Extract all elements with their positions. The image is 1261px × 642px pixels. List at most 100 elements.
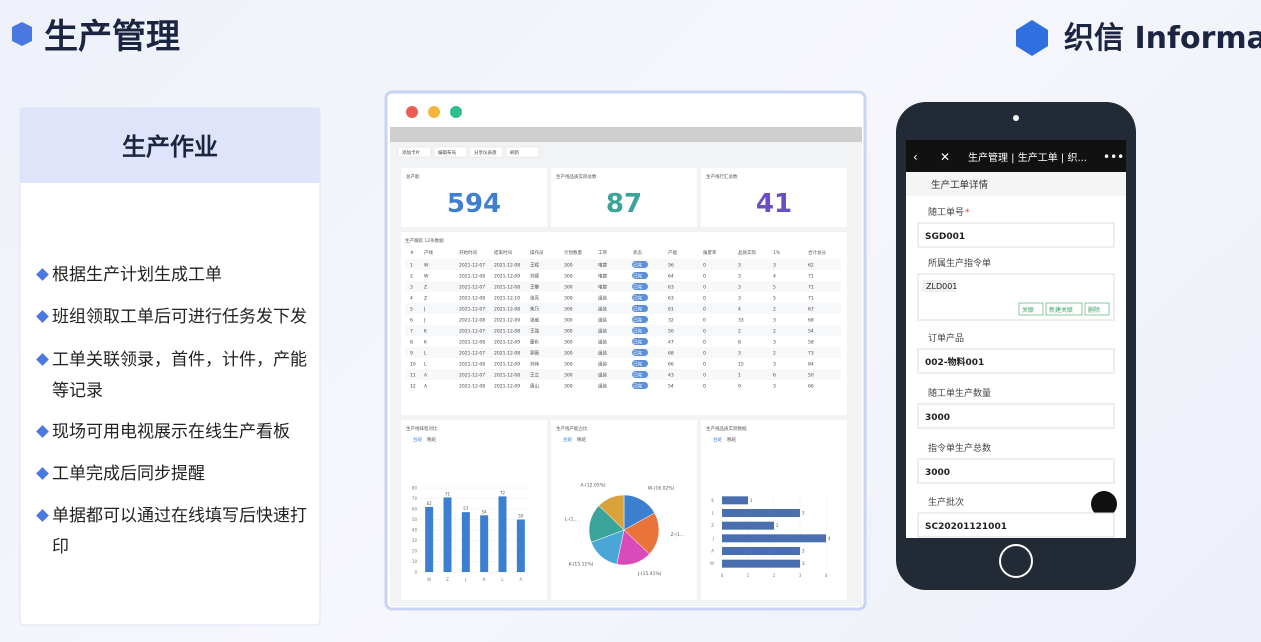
bar	[722, 559, 800, 568]
table-cell: 2021-12-07	[459, 351, 485, 357]
table-cell: 33	[738, 318, 744, 324]
feature-card-header	[20, 108, 320, 183]
table-row	[405, 281, 841, 292]
table-cell: 3	[738, 274, 741, 280]
table-cell: 2021-12-08	[494, 263, 520, 269]
table-cell: 3	[738, 285, 741, 291]
action-label: 新建关联	[1049, 306, 1073, 314]
table-cell: 3	[773, 362, 776, 368]
table-cell: 王强	[530, 329, 539, 335]
table-cell: 300	[564, 351, 573, 357]
chart-title: 生产线排程对比	[406, 425, 438, 432]
table-header: 产线	[424, 249, 433, 256]
table-header: 开始时间	[459, 249, 477, 256]
table-cell: 0	[703, 362, 706, 368]
data-label: 50	[518, 514, 524, 519]
table-cell: 47	[668, 340, 674, 346]
table-cell: 朱乃	[530, 306, 539, 313]
table-cell: 已完	[633, 383, 642, 390]
dot	[450, 106, 462, 118]
table-cell: 0	[703, 318, 706, 324]
data-label: 71	[445, 491, 451, 496]
table-cell: K	[424, 340, 428, 346]
feature-item: 班组领取工单后可进行任务发下发	[52, 307, 307, 327]
table-cell: 8	[410, 340, 413, 346]
status-pill	[632, 360, 648, 367]
feature-item: 现场可用电视展示在线生产看板	[52, 422, 290, 442]
table-cell: Z	[424, 285, 427, 291]
chart-title: 生产线品质实际数据	[706, 425, 747, 432]
toolbar-label: 分享仪表盘	[474, 149, 497, 156]
table-cell: 张威	[530, 317, 539, 324]
bar	[461, 512, 470, 572]
phone-navbar	[906, 140, 1126, 172]
status-pill	[632, 371, 648, 378]
table-cell: 5	[773, 285, 776, 291]
table-cell: 郭薇	[530, 350, 539, 357]
x-tick-label: L	[501, 577, 504, 582]
table-cell: 2021-12-07	[459, 263, 485, 269]
table-cell: 67	[808, 307, 814, 313]
field-label: 指令单生产总数	[928, 442, 991, 454]
table-cell: W	[424, 274, 429, 280]
close-icon: ✕	[940, 150, 950, 164]
bar	[722, 521, 774, 530]
table-cell: 12	[410, 384, 416, 390]
field-value: ZLD001	[926, 282, 957, 291]
status-pill	[632, 283, 648, 290]
x-tick-label: A	[519, 577, 522, 582]
table-cell: 0	[703, 274, 706, 280]
field-input	[917, 512, 1115, 538]
pie-label: J-(15.41%)	[637, 571, 662, 577]
stat-card	[701, 168, 847, 227]
table-cell: Z	[424, 296, 427, 302]
field-label: 随工单生产数量	[928, 387, 991, 399]
table-cell: 已完	[633, 273, 642, 280]
chat-button[interactable]	[1091, 491, 1117, 517]
table-header: 结束时间	[494, 249, 512, 256]
table-cell: 2021-12-09	[494, 340, 520, 346]
table-cell: 2021-12-08	[459, 384, 485, 390]
table-cell: 2021-12-08	[494, 351, 520, 357]
table-cell: 2	[738, 329, 741, 335]
table-cell: 2021-12-07	[459, 307, 485, 313]
table-cell: 11	[410, 373, 416, 379]
table-cell: 刘德	[530, 273, 539, 280]
table-cell: 电镀	[598, 284, 607, 291]
x-tick-label: 3	[799, 573, 802, 578]
data-label: 72	[500, 490, 506, 495]
table-row	[405, 369, 841, 380]
table-cell: L	[424, 362, 427, 368]
data-label: 62	[427, 501, 433, 506]
table-cell: 300	[564, 285, 573, 291]
page-title: 生产管理	[44, 17, 180, 57]
stat-label: 生产线品质实际总数	[556, 173, 597, 180]
table-cell: 0	[703, 285, 706, 291]
home-button	[999, 544, 1033, 578]
field-input	[917, 348, 1115, 374]
table-cell: 已完	[633, 317, 642, 324]
table-cell: 藤彩	[530, 339, 539, 346]
pie-slice	[598, 494, 625, 531]
bullet	[36, 310, 49, 323]
pie-label: W-(16.02%)	[648, 485, 675, 491]
y-tick-label: 10	[412, 559, 418, 564]
pie-slice	[588, 505, 625, 543]
bar	[722, 496, 748, 505]
table-cell: 1	[738, 373, 741, 379]
nav-title: 生产管理 | 生产工单 | 织...	[968, 151, 1087, 164]
field-label: 随工单号	[928, 206, 964, 218]
table-cell: L	[424, 351, 427, 357]
bar	[480, 515, 489, 572]
y-tick-label: W	[710, 561, 714, 566]
y-tick-label: 30	[412, 538, 418, 543]
table-cell: 32	[668, 318, 674, 324]
table-cell: 已完	[633, 328, 642, 335]
table-cell: 2021-12-09	[494, 384, 520, 390]
table-cell: 王立	[530, 372, 539, 379]
table-cell: 300	[564, 362, 573, 368]
table-cell: 3	[738, 263, 741, 269]
x-tick-label: J	[464, 577, 466, 582]
table-cell: 0	[703, 351, 706, 357]
